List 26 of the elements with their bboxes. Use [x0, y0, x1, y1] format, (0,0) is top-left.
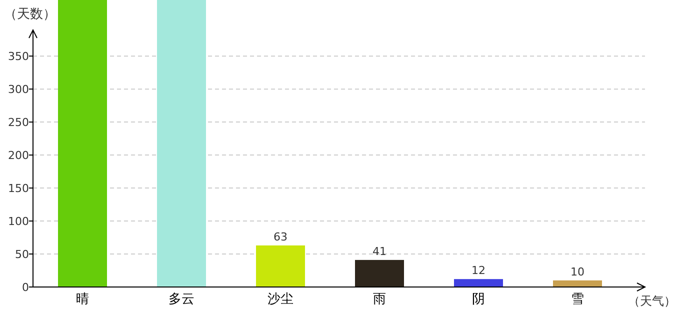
bar — [553, 280, 602, 287]
data-label: 41 — [372, 244, 386, 258]
bar — [454, 279, 503, 287]
bar — [256, 245, 305, 287]
y-tick-label: 50 — [15, 248, 29, 262]
bar — [157, 0, 206, 287]
y-tick-label: 0 — [22, 281, 29, 294]
x-tick-label: 沙尘 — [268, 292, 294, 307]
x-tick-label: 阴 — [472, 292, 485, 307]
y-axis-title: （天数） — [4, 7, 56, 22]
bar — [355, 260, 404, 287]
y-tick-label: 250 — [8, 116, 29, 130]
data-label: 10 — [570, 265, 584, 278]
data-label: 63 — [274, 230, 288, 244]
x-tick-label: 雪 — [571, 292, 584, 307]
y-tick-label: 100 — [8, 215, 29, 228]
y-tick-label: 200 — [8, 149, 29, 162]
y-tick-label: 300 — [8, 83, 29, 96]
data-label: 12 — [472, 264, 486, 278]
y-tick-label: 350 — [8, 50, 29, 64]
x-tick-label: 多云 — [168, 292, 194, 307]
x-tick-label: 晴 — [76, 292, 89, 307]
x-tick-label: 雨 — [373, 292, 386, 307]
y-tick-label: 150 — [8, 182, 29, 196]
bar — [58, 0, 107, 287]
x-axis-title: （天气） — [628, 294, 676, 308]
